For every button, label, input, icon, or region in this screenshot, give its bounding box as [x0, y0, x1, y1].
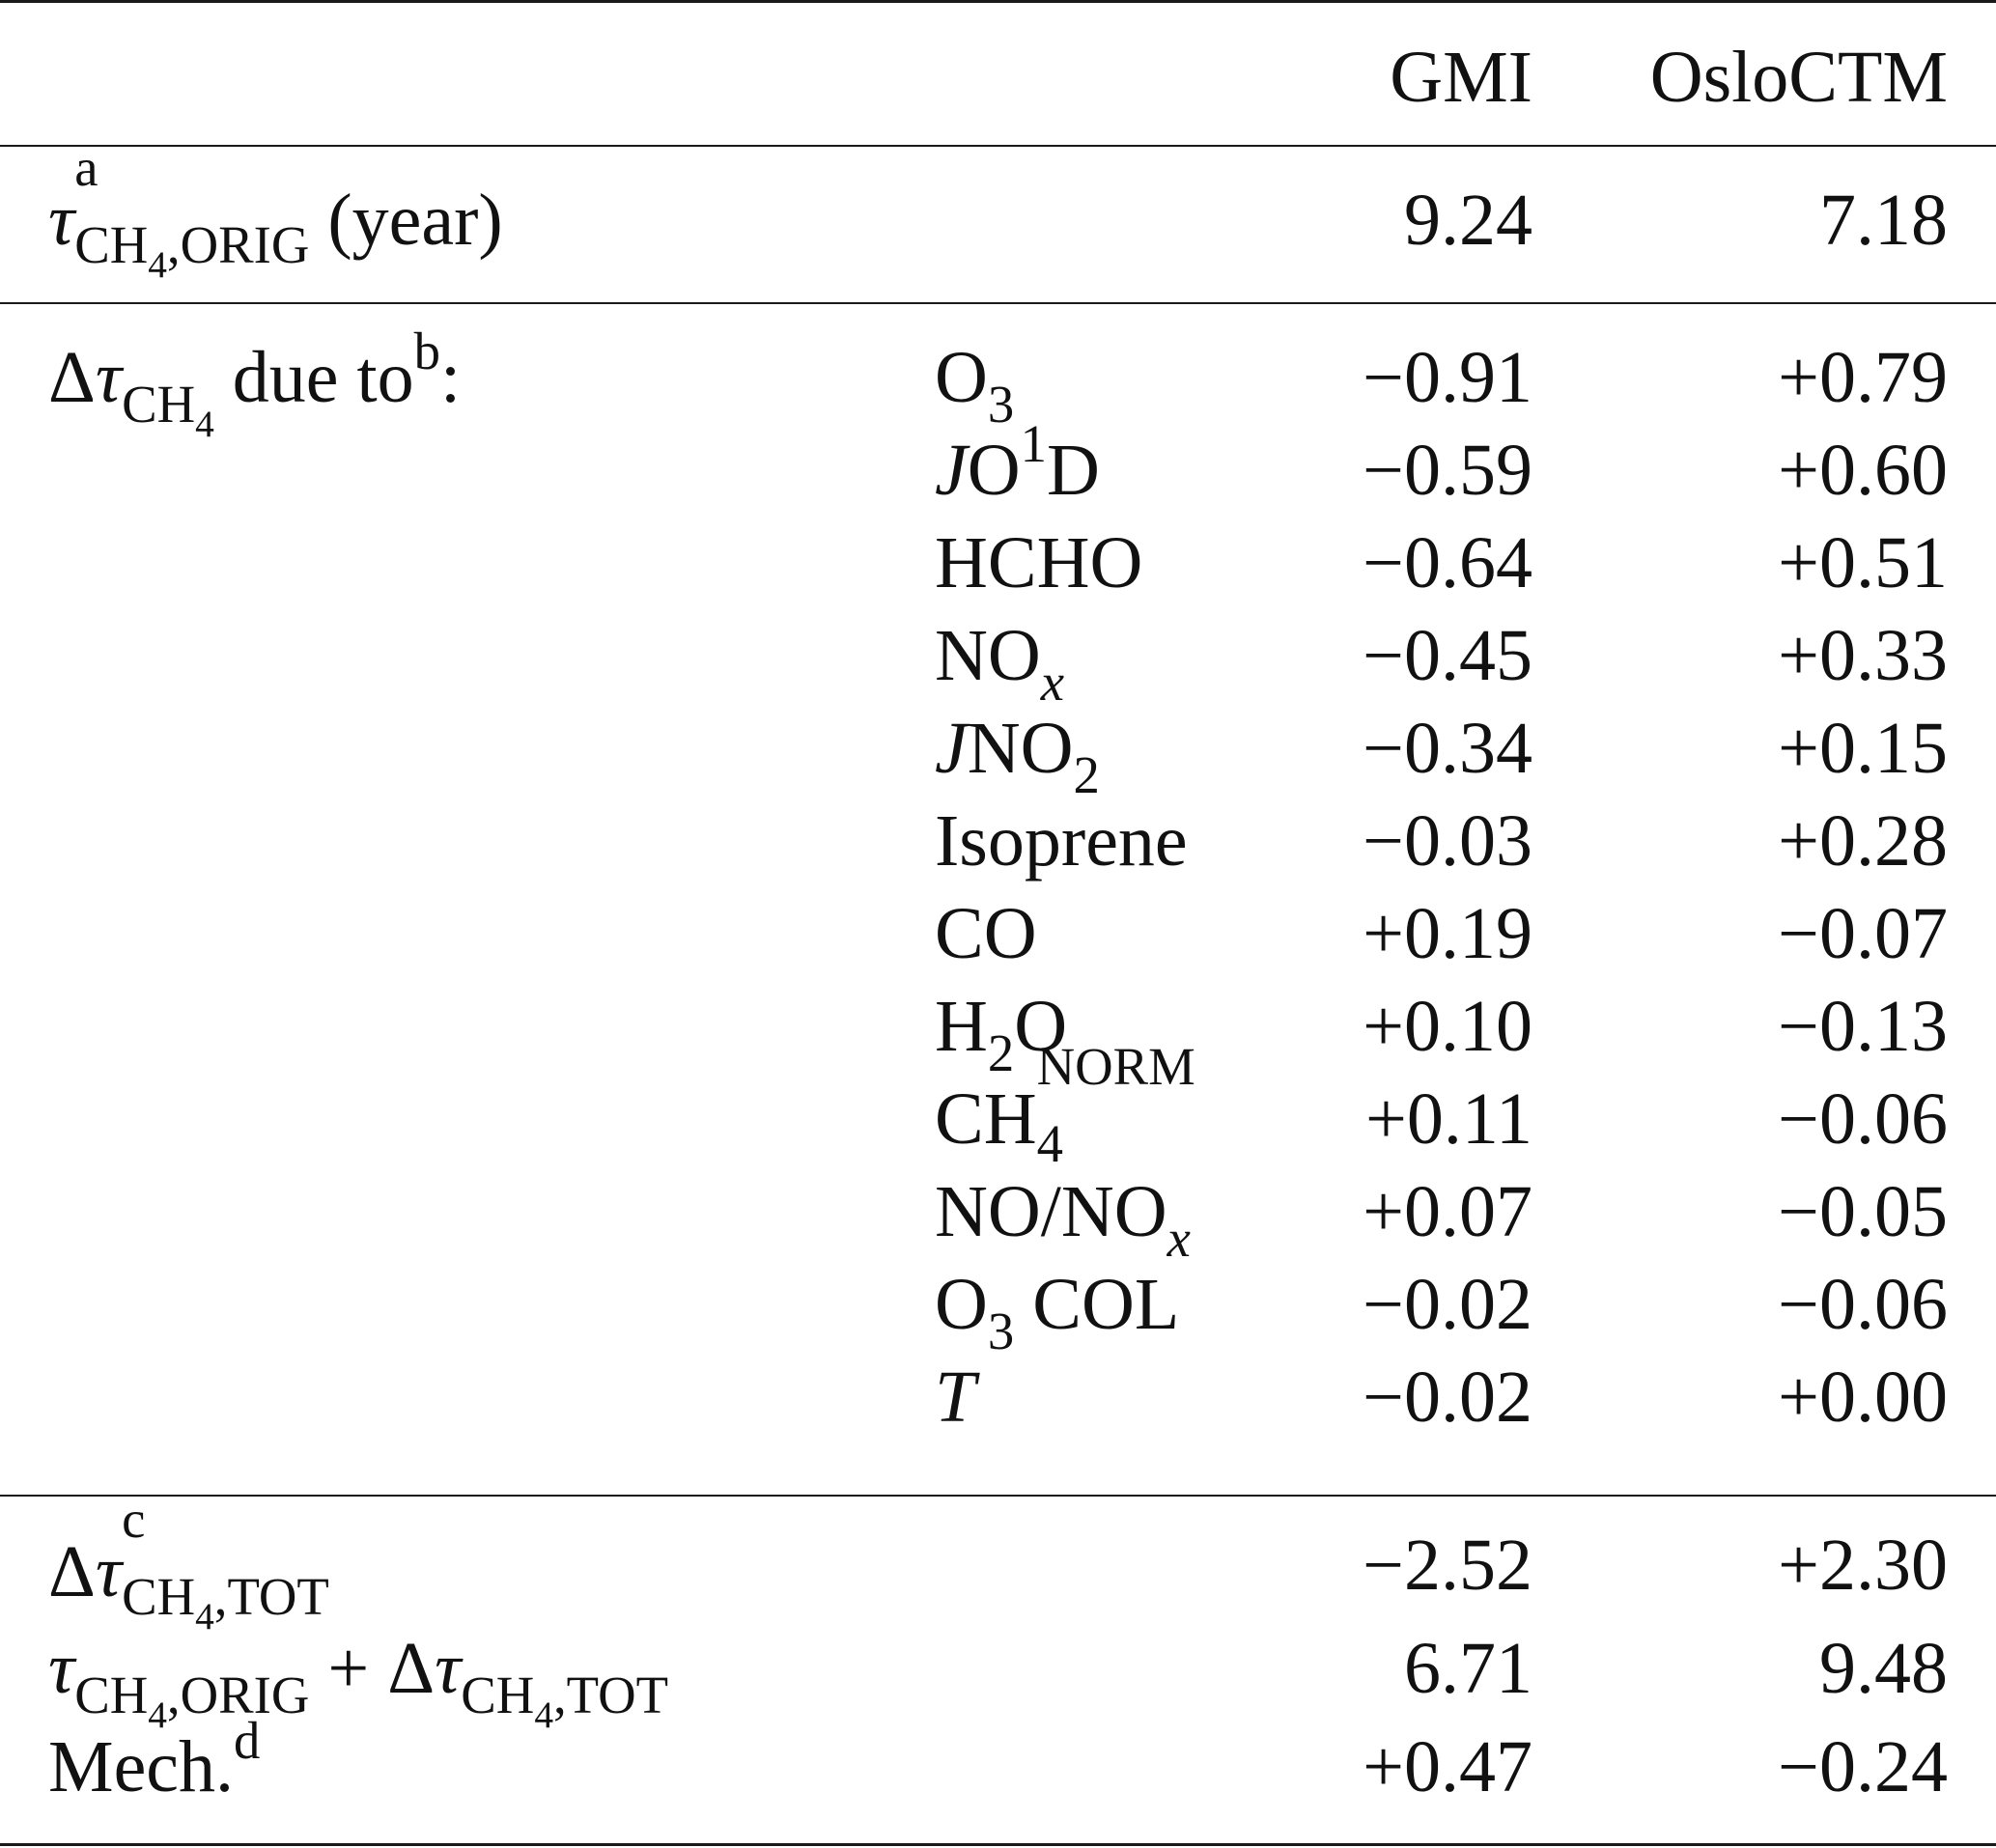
- orig-oslo: 7.18: [1819, 180, 1948, 261]
- label-mech: Mech.d: [48, 1711, 261, 1807]
- factor-h2o: H2O: [935, 986, 1068, 1082]
- factor-value-oslo: −0.07: [1778, 893, 1948, 974]
- label-delta-due-to: ΔτCH4 due tob:: [48, 322, 462, 445]
- orig-rule: [0, 302, 1996, 304]
- factor-no-nox: NO/NOx: [935, 1171, 1191, 1268]
- factor-value-gmi: −0.64: [1363, 522, 1532, 603]
- factor-value-oslo: +0.33: [1778, 615, 1948, 696]
- factor-co: CO: [935, 893, 1037, 974]
- factor-temperature: T: [935, 1357, 976, 1438]
- label-delta-tau-tot: Δτ c CH4,TOT: [48, 1490, 329, 1638]
- factor-o3: O3: [935, 337, 1015, 434]
- factor-o3-col: O3 COL: [935, 1264, 1180, 1360]
- mech-gmi: +0.47: [1363, 1726, 1532, 1807]
- factor-hcho: HCHO: [935, 522, 1143, 603]
- header-oslo: OsloCTM: [1649, 37, 1948, 118]
- bottom-rule: [0, 1843, 1996, 1846]
- factor-value-oslo: +0.51: [1778, 522, 1948, 603]
- header-gmi: GMI: [1390, 37, 1532, 118]
- factor-value-gmi: −0.02: [1363, 1357, 1532, 1438]
- tot-gmi: −2.52: [1363, 1525, 1532, 1606]
- factor-value-gmi: −0.34: [1363, 708, 1532, 789]
- factor-value-gmi: +0.10: [1363, 986, 1532, 1067]
- factor-isoprene: Isoprene: [935, 800, 1188, 882]
- orig-gmi: 9.24: [1404, 180, 1532, 261]
- factor-value-oslo: −0.06: [1778, 1264, 1948, 1345]
- factor-value-gmi: −0.91: [1363, 337, 1532, 418]
- factor-value-gmi: −0.45: [1363, 615, 1532, 696]
- factor-value-oslo: +0.60: [1778, 430, 1948, 511]
- label-tau-orig: τ a CH4,ORIG (year): [48, 138, 503, 286]
- sum-oslo: 9.48: [1819, 1628, 1948, 1709]
- header-rule: [0, 145, 1996, 147]
- factor-ch4-norm: CH NORM 4: [935, 1037, 1195, 1173]
- factor-value-oslo: −0.13: [1778, 986, 1948, 1067]
- factor-value-oslo: +0.79: [1778, 337, 1948, 418]
- factor-value-gmi: +0.19: [1363, 893, 1532, 974]
- mech-oslo: −0.24: [1778, 1726, 1948, 1807]
- factors-rule: [0, 1495, 1996, 1497]
- factor-value-gmi: +0.11: [1364, 1078, 1532, 1160]
- factor-value-gmi: −0.03: [1363, 800, 1532, 882]
- factor-jo1d: JO1D: [935, 414, 1100, 511]
- factor-nox: NOx: [935, 615, 1065, 712]
- factor-value-oslo: +0.28: [1778, 800, 1948, 882]
- sum-gmi: 6.71: [1404, 1628, 1532, 1709]
- top-rule: [0, 0, 1996, 3]
- factor-value-gmi: −0.59: [1363, 430, 1532, 511]
- tot-oslo: +2.30: [1778, 1525, 1948, 1606]
- factor-value-gmi: +0.07: [1363, 1171, 1532, 1252]
- factor-jno2: JNO2: [935, 708, 1100, 804]
- factor-value-oslo: +0.00: [1778, 1357, 1948, 1438]
- factor-value-oslo: −0.06: [1778, 1078, 1948, 1160]
- factor-value-oslo: +0.15: [1778, 708, 1948, 789]
- label-tau-sum: τCH4,ORIG + ΔτCH4,TOT: [48, 1628, 669, 1736]
- factor-value-oslo: −0.05: [1778, 1171, 1948, 1252]
- factor-value-gmi: −0.02: [1363, 1264, 1532, 1345]
